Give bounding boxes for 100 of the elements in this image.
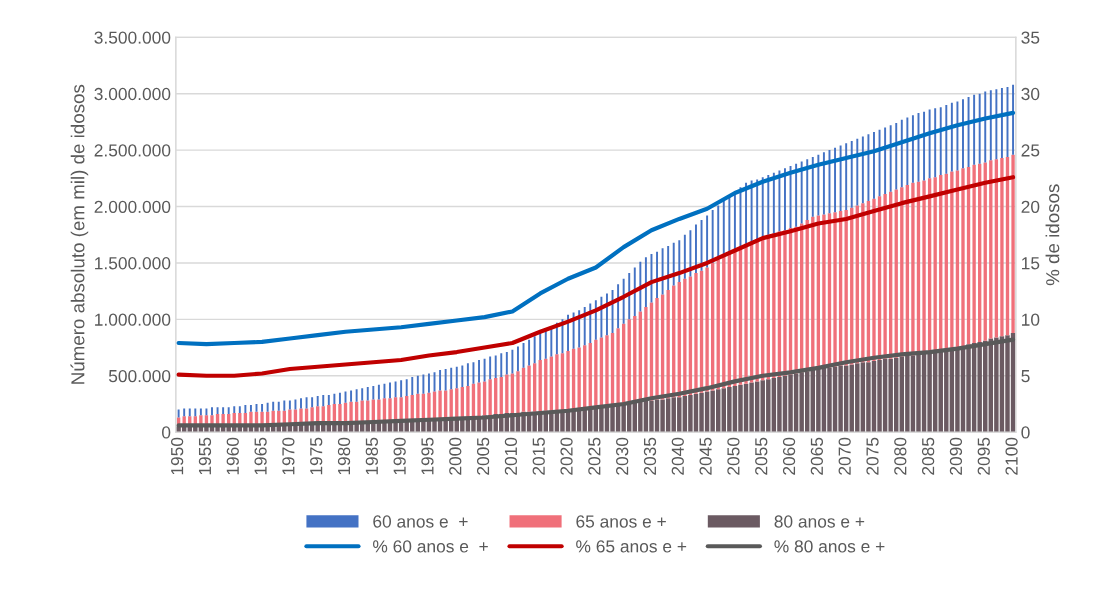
y-tick-label: 500.000 bbox=[108, 369, 171, 383]
bar bbox=[260, 411, 264, 425]
x-tick-label: 1960 bbox=[226, 437, 239, 475]
x-tick-label: 2000 bbox=[449, 437, 462, 475]
legend-label: % 80 anos e + bbox=[774, 540, 885, 553]
y2-tick-label: 20 bbox=[1021, 200, 1040, 213]
bar bbox=[861, 203, 865, 363]
x-tick-label: 2080 bbox=[894, 437, 907, 475]
bar bbox=[377, 399, 381, 423]
bar bbox=[516, 371, 520, 413]
bar bbox=[950, 171, 954, 349]
bar bbox=[1011, 154, 1015, 333]
bar bbox=[616, 328, 620, 406]
bar bbox=[510, 373, 515, 413]
bar bbox=[605, 335, 609, 407]
x-tick-label: 1965 bbox=[254, 437, 267, 475]
bar bbox=[683, 278, 687, 397]
legend-label: 65 anos e + bbox=[576, 515, 666, 528]
x-tick-label: 2010 bbox=[504, 437, 518, 475]
legend-label: % 60 anos e + bbox=[373, 540, 488, 553]
x-tick-label: 2025 bbox=[588, 437, 601, 475]
x-tick-label: 2090 bbox=[949, 437, 963, 475]
bar bbox=[505, 374, 509, 413]
bar bbox=[755, 239, 759, 382]
line-series bbox=[176, 175, 1016, 378]
y2-tick-label: 0 bbox=[1021, 426, 1030, 439]
y2-tick-label: 15 bbox=[1022, 257, 1040, 270]
x-tick-label: 1980 bbox=[337, 437, 351, 475]
y-tick-label: 2.500.000 bbox=[94, 144, 171, 157]
y2-tick-label: 10 bbox=[1022, 313, 1040, 326]
x-tick-label: 1970 bbox=[282, 437, 295, 475]
bar bbox=[644, 306, 648, 401]
bar bbox=[694, 273, 698, 394]
bar bbox=[783, 230, 787, 376]
legend-label: 80 anos e + bbox=[774, 515, 865, 528]
bar bbox=[666, 290, 670, 399]
y2-tick-label: 35 bbox=[1021, 31, 1040, 44]
bar bbox=[388, 398, 392, 421]
bar bbox=[477, 382, 481, 417]
x-tick-label: 1950 bbox=[170, 437, 184, 475]
x-tick-label: 1955 bbox=[198, 437, 212, 475]
bar bbox=[705, 267, 709, 392]
x-tick-label: 2035 bbox=[643, 437, 657, 475]
bar bbox=[822, 214, 826, 368]
y-tick-label: 0 bbox=[162, 426, 171, 439]
y-tick-label: 1.500.000 bbox=[95, 257, 171, 270]
line-series bbox=[176, 337, 1016, 428]
x-tick-label: 2065 bbox=[810, 437, 824, 475]
bar bbox=[922, 180, 926, 354]
bar bbox=[438, 390, 442, 419]
x-tick-label: 1975 bbox=[310, 437, 323, 475]
x-tick-label: 2030 bbox=[616, 437, 629, 475]
x-tick-label: 2095 bbox=[977, 437, 990, 475]
bar bbox=[499, 376, 503, 415]
x-tick-label: 2040 bbox=[671, 437, 684, 475]
y2-axis-title: % de idosos bbox=[1045, 184, 1060, 286]
x-tick-label: 2005 bbox=[476, 437, 490, 475]
x-tick-label: 2045 bbox=[699, 437, 712, 475]
x-tick-label: 2070 bbox=[838, 437, 851, 475]
x-tick-label: 1995 bbox=[421, 437, 434, 475]
bar bbox=[883, 194, 887, 359]
x-tick-label: 2015 bbox=[532, 437, 545, 475]
bar bbox=[1000, 158, 1004, 337]
bar bbox=[349, 401, 353, 424]
bar bbox=[488, 379, 492, 416]
bar bbox=[961, 168, 965, 347]
bar bbox=[427, 392, 431, 420]
x-tick-label: 2050 bbox=[727, 437, 740, 475]
x-tick-label: 2055 bbox=[755, 437, 768, 475]
y-axis-title: Número absoluto (em mil) de idosos bbox=[70, 84, 89, 384]
bar bbox=[466, 385, 470, 418]
x-tick-label: 2075 bbox=[866, 437, 879, 475]
legend-label: 60 anos e + bbox=[373, 515, 468, 528]
y-tick-label: 1.000.000 bbox=[95, 313, 171, 326]
bar bbox=[399, 397, 403, 421]
y-tick-label: 2.000.000 bbox=[94, 200, 171, 213]
x-tick-label: 2085 bbox=[921, 437, 935, 475]
x-tick-label: 1990 bbox=[393, 437, 406, 475]
y2-tick-label: 30 bbox=[1021, 87, 1040, 101]
x-tick-label: 2100 bbox=[1005, 437, 1018, 475]
bar bbox=[833, 212, 837, 367]
y-tick-label: 3.500.000 bbox=[94, 31, 171, 44]
legend-label: % 65 anos e + bbox=[576, 540, 687, 553]
bar bbox=[872, 198, 876, 362]
bar bbox=[566, 350, 570, 410]
bar bbox=[494, 378, 498, 415]
y-tick-label: 3.000.000 bbox=[94, 87, 171, 101]
bar bbox=[555, 354, 559, 411]
bar bbox=[338, 403, 342, 424]
x-tick-label: 2060 bbox=[782, 437, 796, 475]
bar bbox=[482, 381, 487, 416]
y2-tick-label: 5 bbox=[1021, 370, 1030, 383]
y2-tick-label: 25 bbox=[1021, 144, 1040, 157]
bar bbox=[594, 339, 598, 408]
x-tick-label: 1985 bbox=[365, 437, 378, 475]
bar bbox=[527, 365, 531, 412]
bar bbox=[972, 164, 976, 344]
bar bbox=[521, 367, 526, 412]
bar bbox=[577, 347, 581, 410]
line-series bbox=[176, 110, 1016, 347]
